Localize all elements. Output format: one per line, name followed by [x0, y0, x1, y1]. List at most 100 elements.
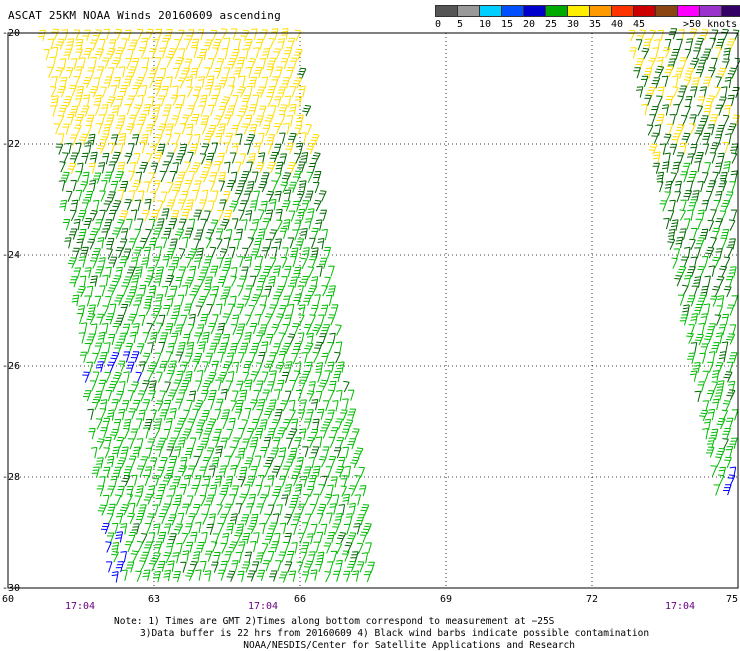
wind-barb: [89, 257, 98, 269]
wind-barb: [196, 56, 204, 68]
wind-barb: [709, 114, 719, 126]
wind-barb: [283, 122, 290, 135]
wind-barb: [217, 371, 228, 384]
wind-barb: [206, 304, 214, 316]
wind-barb: [216, 228, 224, 240]
wind-barb: [310, 304, 319, 317]
wind-barb: [273, 486, 282, 498]
wind-barb: [687, 266, 696, 278]
wind-barb: [194, 399, 204, 412]
wind-barb: [78, 332, 86, 344]
wind-barb: [111, 399, 119, 411]
wind-barb: [302, 247, 310, 259]
wind-barb: [220, 96, 231, 108]
wind-barb: [694, 333, 704, 346]
wind-barb: [253, 532, 260, 544]
wind-barb: [322, 446, 330, 458]
wind-barb: [191, 162, 201, 174]
wind-barb: [256, 409, 264, 421]
wind-barb: [100, 86, 108, 98]
wind-barb: [178, 218, 187, 230]
wind-barb: [86, 114, 95, 126]
wind-barb: [159, 332, 169, 344]
wind-barb: [284, 561, 293, 573]
wind-barb: [81, 199, 90, 211]
wind-barb: [691, 77, 700, 89]
wind-barb: [726, 38, 736, 50]
wind-barb: [215, 379, 222, 391]
wind-barb: [63, 96, 73, 108]
wind-barb: [185, 352, 193, 364]
wind-barb: [250, 248, 260, 260]
wind-barb: [141, 37, 149, 50]
wind-barb: [646, 86, 656, 99]
wind-barb: [196, 247, 204, 259]
wind-barb: [712, 398, 720, 411]
wind-barb: [246, 161, 253, 173]
wind-barb: [147, 96, 155, 108]
wind-barb: [105, 296, 112, 308]
wind-barb: [256, 256, 264, 268]
wind-barb: [312, 351, 319, 364]
wind-barb: [171, 115, 180, 127]
wind-barb: [249, 540, 257, 553]
wind-barb: [97, 504, 107, 516]
wind-barb: [201, 115, 210, 127]
wind-barb: [679, 314, 688, 326]
wind-barb: [269, 352, 277, 364]
wind-barb: [189, 437, 197, 449]
wind-barb: [169, 485, 177, 497]
wind-barb: [83, 94, 91, 106]
wind-barb: [171, 257, 180, 269]
wind-barb: [686, 153, 695, 165]
wind-barb: [180, 361, 189, 373]
wind-barb: [215, 445, 223, 458]
wind-barb: [199, 48, 208, 60]
wind-barb: [290, 523, 298, 536]
wind-barb: [251, 219, 260, 231]
wind-barb: [280, 256, 288, 269]
wind-barb: [351, 570, 360, 582]
wind-barb: [297, 332, 305, 344]
wind-barb: [119, 504, 130, 516]
wind-barb: [91, 399, 100, 411]
wind-barb: [297, 161, 306, 173]
wind-barb: [108, 256, 118, 268]
wind-barb: [241, 95, 251, 107]
wind-barb: [188, 313, 196, 326]
wind-barb: [90, 446, 98, 459]
scale-tick-label: 45: [633, 19, 646, 30]
wind-barb: [216, 58, 225, 70]
wind-barb: [135, 418, 143, 430]
wind-barb: [204, 256, 213, 268]
wind-barb: [152, 504, 159, 516]
wind-barb: [99, 285, 106, 297]
wind-barb: [174, 446, 182, 458]
wind-barb: [96, 438, 105, 450]
wind-barb: [166, 466, 175, 478]
wind-barb: [163, 569, 171, 582]
wind-barb: [213, 67, 222, 80]
wind-barb: [139, 161, 149, 174]
wind-barb: [117, 189, 125, 201]
wind-barb: [640, 75, 649, 87]
wind-barb: [318, 257, 328, 269]
wind-barb: [172, 503, 180, 515]
wind-barb: [678, 29, 685, 41]
wind-barb: [92, 199, 100, 212]
wind-barb: [290, 57, 298, 69]
wind-barb: [280, 58, 289, 70]
wind-barb: [122, 351, 131, 363]
wind-barb: [213, 333, 222, 345]
wind-barb: [110, 352, 120, 364]
wind-barb: [354, 475, 361, 487]
wind-barb: [225, 475, 234, 488]
wind-barb: [143, 246, 152, 258]
wind-barb: [266, 190, 275, 203]
wind-barb: [173, 379, 182, 391]
wind-barb: [186, 341, 195, 354]
wind-barb: [199, 94, 208, 107]
wind-barb: [698, 56, 708, 68]
wind-barb: [222, 286, 231, 298]
wind-barb: [244, 331, 252, 344]
